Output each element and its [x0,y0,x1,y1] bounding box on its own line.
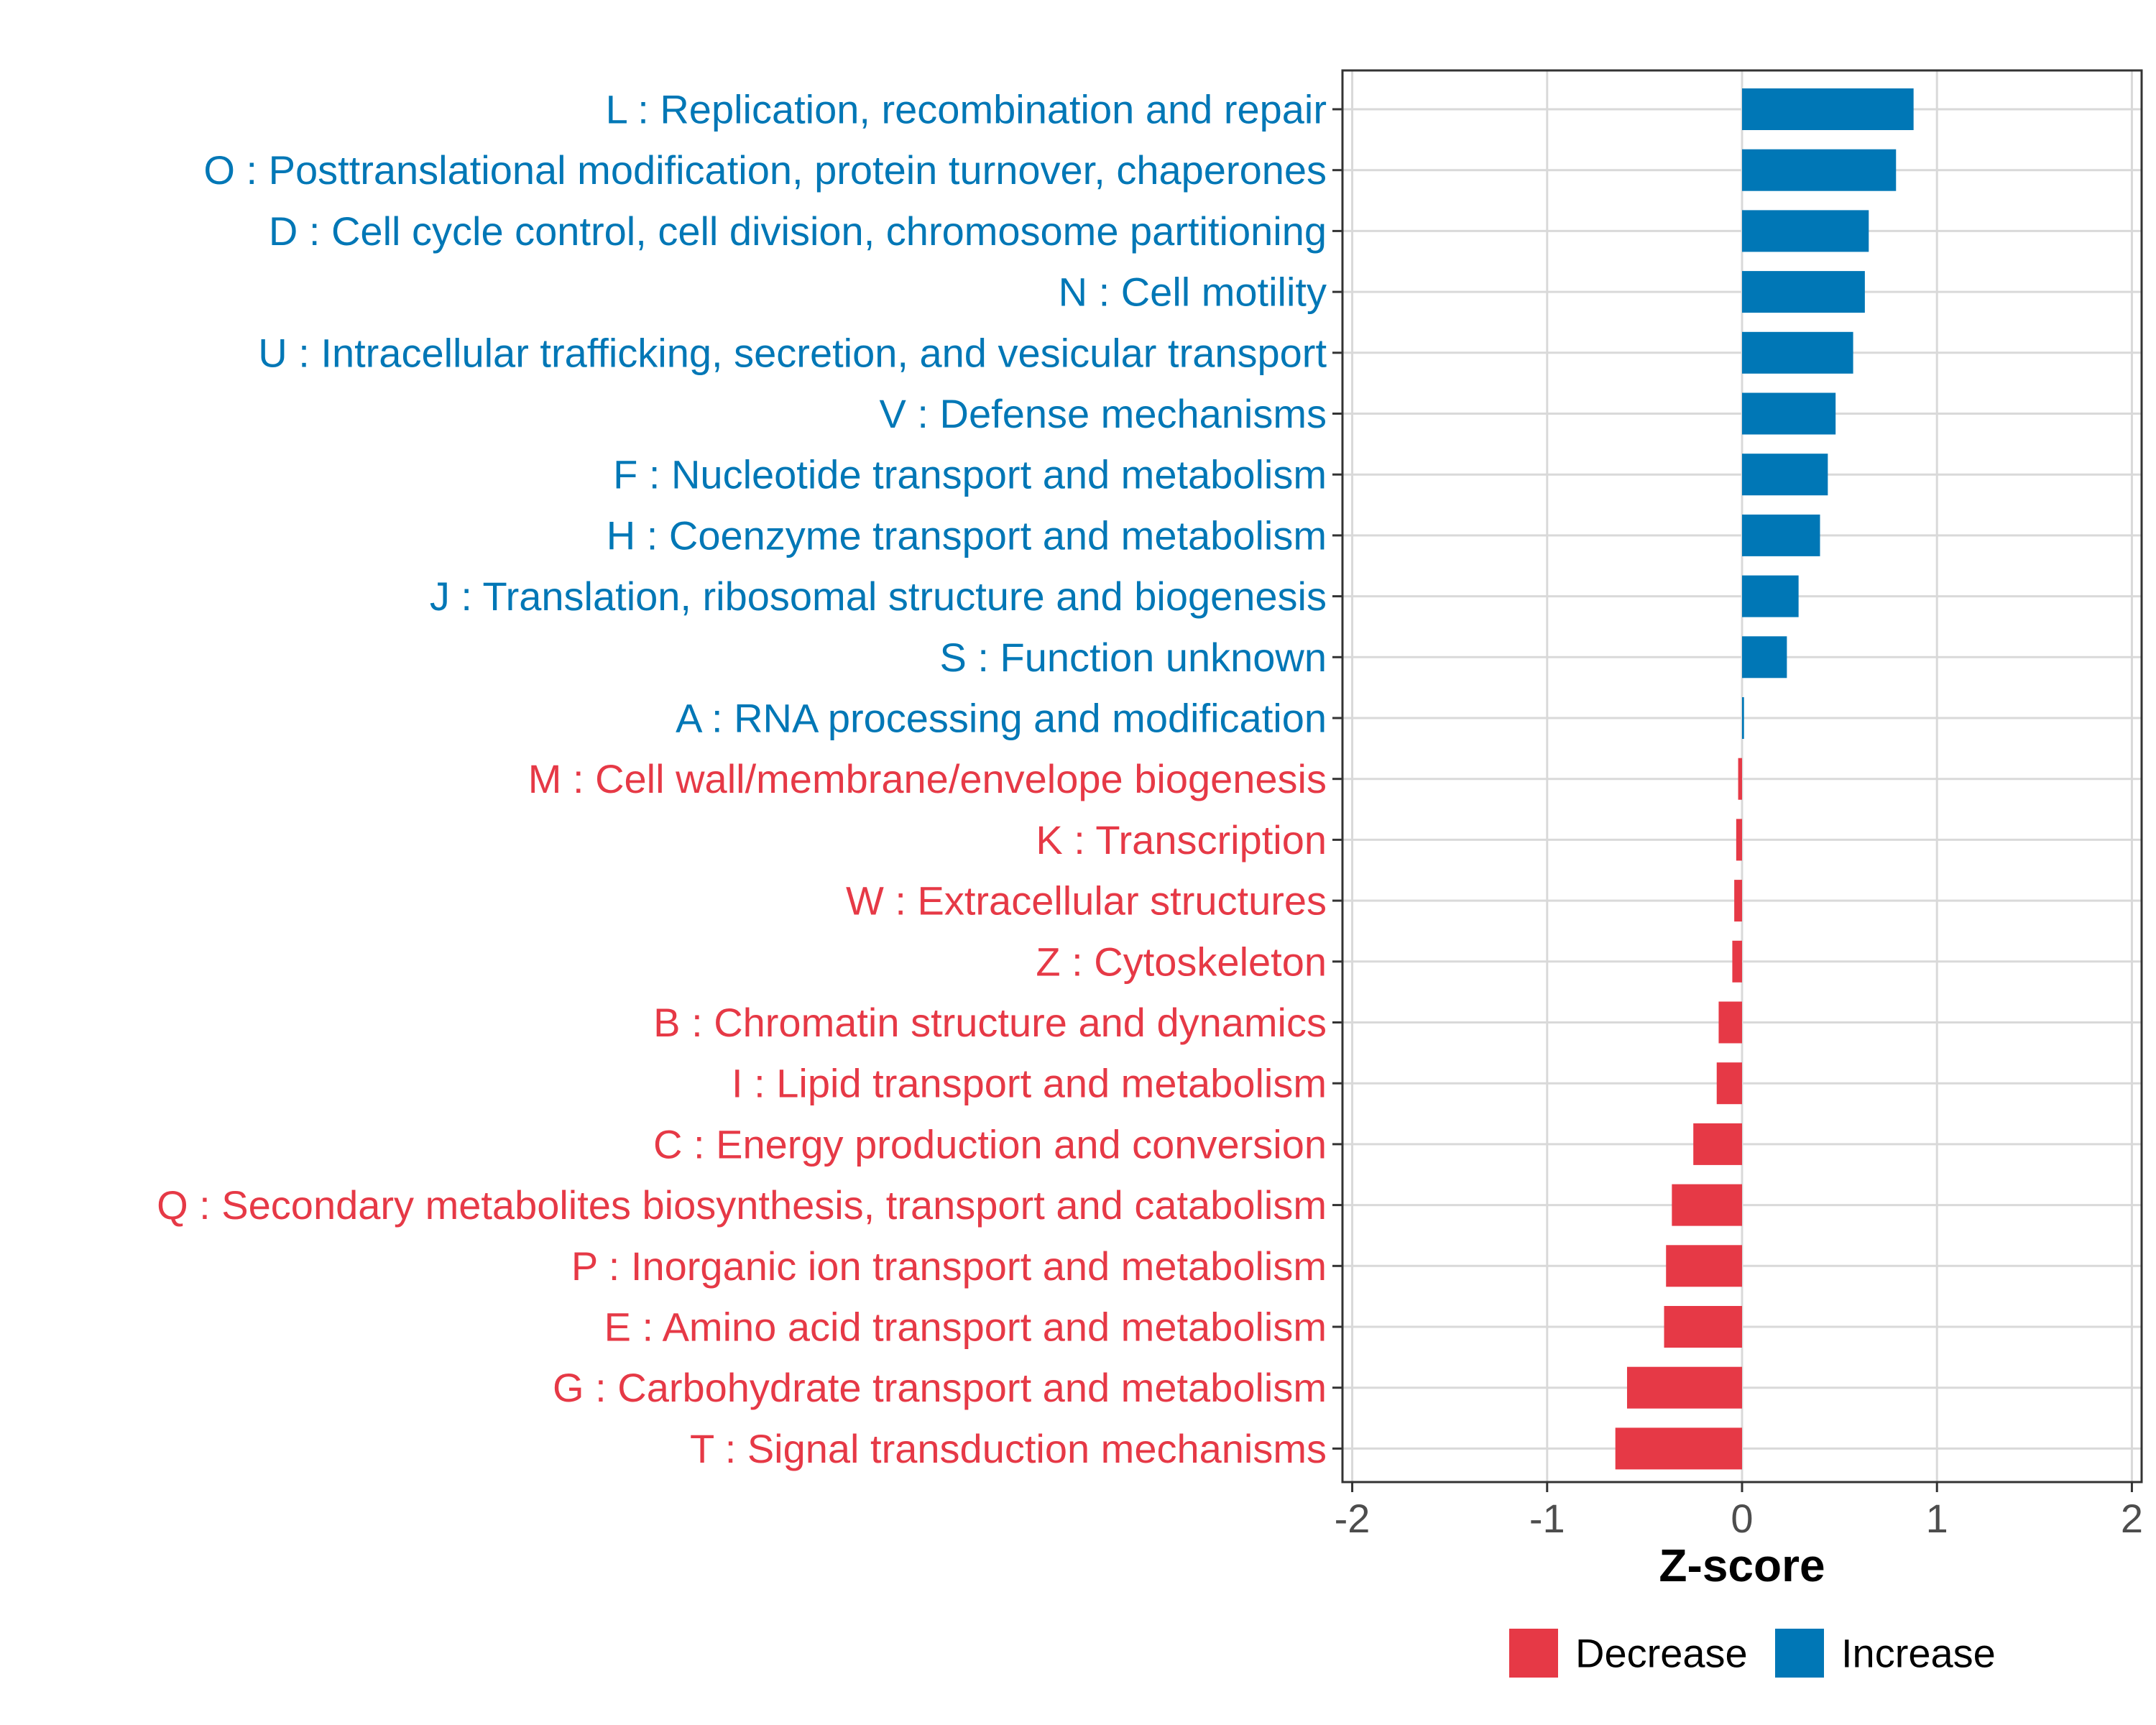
x-tick-label: -1 [1529,1496,1565,1541]
category-label: Z : Cytoskeleton [1036,939,1327,984]
x-axis-title: Z-score [1659,1540,1825,1591]
x-tick-label: 0 [1731,1496,1753,1541]
bar-i [1716,1062,1742,1105]
bar-h [1742,514,1820,556]
bar-d [1742,210,1869,252]
legend-item-decrease: Decrease [1509,1629,1748,1678]
bar-l [1742,88,1914,130]
bar-b [1718,1001,1742,1044]
category-label: E : Amino acid transport and metabolism [604,1305,1327,1350]
bar-p [1666,1245,1742,1287]
category-label: P : Inorganic ion transport and metaboli… [571,1243,1327,1289]
category-label: F : Nucleotide transport and metabolism [613,452,1327,497]
legend-label: Decrease [1575,1631,1748,1676]
x-tick-label: -2 [1335,1496,1370,1541]
bar-a [1742,697,1744,739]
bar-z [1732,940,1742,983]
category-label: Q : Secondary metabolites biosynthesis, … [157,1182,1327,1228]
bar-u [1742,331,1853,374]
category-label: C : Energy production and conversion [653,1121,1327,1167]
y-axis-ticks [1332,108,1342,1450]
category-label: I : Lipid transport and metabolism [732,1061,1327,1106]
legend-label: Increase [1841,1631,1996,1676]
category-labels: L : Replication, recombination and repai… [157,87,1327,1471]
x-axis: -2 -1 0 1 2 [1335,1482,2143,1541]
bar-c [1693,1123,1742,1165]
category-label: V : Defense mechanisms [880,391,1327,436]
category-label: O : Posttranslational modification, prot… [203,147,1327,193]
legend-item-increase: Increase [1775,1629,1996,1678]
legend-swatch-increase [1775,1629,1824,1678]
bar-s [1742,636,1787,678]
category-label: N : Cell motility [1059,270,1327,315]
legend: Decrease Increase [1509,1629,1996,1678]
bar-n [1742,271,1865,313]
bar-q [1672,1184,1742,1226]
bar-f [1742,454,1828,496]
category-label: W : Extracellular structures [846,878,1327,924]
category-label: M : Cell wall/membrane/envelope biogenes… [528,756,1327,801]
category-label: D : Cell cycle control, cell division, c… [269,208,1327,254]
x-tick-label: 2 [2121,1496,2143,1541]
legend-swatch-decrease [1509,1629,1558,1678]
category-label: B : Chromatin structure and dynamics [653,1000,1327,1045]
bar-v [1742,392,1836,435]
bar-o [1742,149,1897,191]
category-label: T : Signal transduction mechanisms [690,1426,1327,1471]
category-label: U : Intracellular trafficking, secretion… [258,330,1327,375]
bars [1615,88,1914,1470]
x-tick-label: 1 [1926,1496,1948,1541]
bar-m [1738,758,1742,800]
category-label: L : Replication, recombination and repai… [606,87,1327,132]
bar-t [1615,1427,1742,1470]
category-label: S : Function unknown [939,635,1327,680]
category-label: A : RNA processing and modification [676,696,1327,741]
category-label: J : Translation, ribosomal structure and… [430,574,1327,619]
bar-e [1664,1306,1742,1348]
bar-k [1736,819,1742,861]
bar-j [1742,575,1799,617]
category-label: G : Carbohydrate transport and metabolis… [553,1365,1327,1410]
bar-g [1626,1366,1742,1409]
bar-w [1734,880,1742,922]
category-label: K : Transcription [1036,817,1327,862]
category-label: H : Coenzyme transport and metabolism [607,512,1327,558]
